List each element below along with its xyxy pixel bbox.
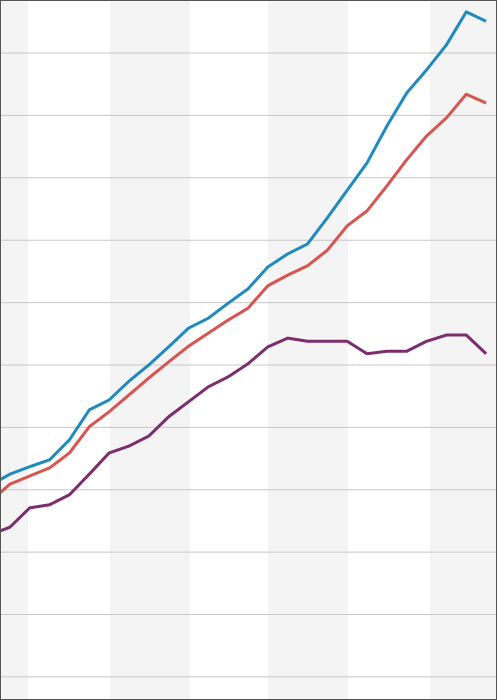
line-series [0,10,487,482]
band [430,0,497,700]
band [0,0,28,700]
line-series [0,92,487,494]
band [110,0,190,700]
line-series [0,333,488,533]
lines [0,10,488,533]
band [268,0,348,700]
